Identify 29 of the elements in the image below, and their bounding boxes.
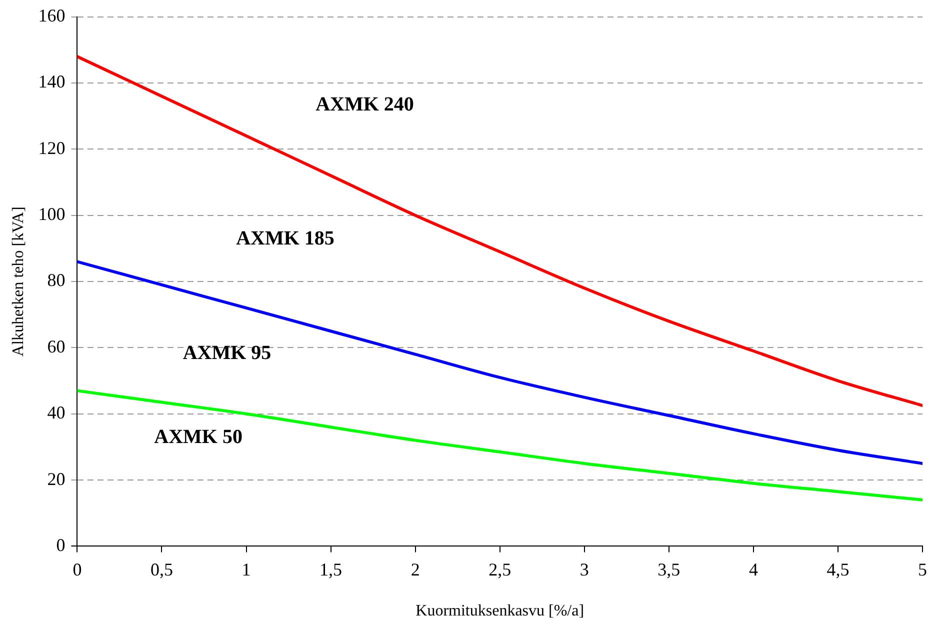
y-tick-label: 60	[47, 336, 66, 356]
x-tick-label: 5	[918, 560, 927, 580]
x-tick-label: 2	[410, 560, 420, 580]
x-tick-label: 1,5	[320, 560, 342, 580]
line-series	[77, 389, 922, 502]
x-tick-label: 0	[72, 560, 82, 580]
x-tick-label: 0,5	[150, 560, 173, 580]
x-tick-label: 3	[580, 560, 589, 580]
line-series	[77, 260, 922, 465]
y-tick-label: 120	[38, 138, 66, 158]
x-tick-label: 4	[748, 560, 758, 580]
x-tick-label: 1	[242, 560, 251, 580]
line-series	[77, 55, 922, 408]
y-tick-label: 80	[47, 270, 66, 290]
x-axis-title: Kuormituksenkasvu [%/a]	[416, 602, 584, 620]
y-tick-label: 40	[47, 402, 66, 423]
x-tick-label: 4,5	[826, 560, 850, 580]
x-tick-label: 2,5	[488, 560, 512, 580]
annotation: AXMK 50	[154, 426, 242, 448]
y-tick-label: 140	[38, 72, 66, 92]
y-tick-label: 160	[38, 6, 66, 26]
annotation: AXMK 95	[182, 342, 272, 364]
y-tick-label: 100	[38, 204, 66, 224]
y-tick-label: 0	[56, 534, 66, 555]
x-tick-label: 3,5	[658, 560, 680, 580]
annotation: AXMK 240	[316, 93, 414, 116]
y-tick-label: 20	[47, 468, 66, 489]
y-axis-title: Alkuhetken teho [kVA]	[10, 206, 27, 356]
annotation: AXMK 185	[236, 227, 334, 250]
